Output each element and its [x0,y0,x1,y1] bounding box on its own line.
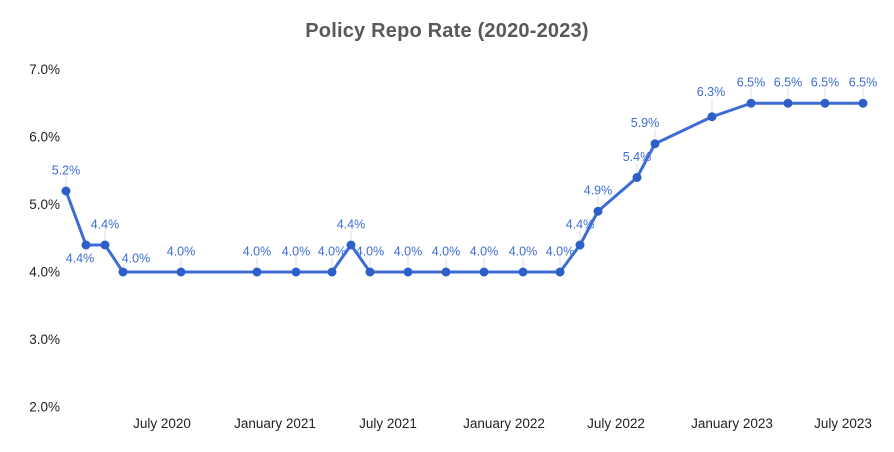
data-point-label: 4.0% [243,244,272,258]
data-point-label: 4.0% [167,244,196,258]
data-point-marker [518,267,528,277]
data-point-marker [365,267,375,277]
data-point-label: 5.9% [631,116,660,130]
data-point-marker [555,267,565,277]
x-axis-tick-label: July 2022 [587,416,645,431]
data-point-label: 5.4% [623,150,652,164]
y-axis-tick-label: 4.0% [29,265,60,280]
data-point-label: 4.4% [91,217,120,231]
data-point-label: 6.5% [849,76,878,90]
data-point-marker [707,112,717,122]
y-axis-tick-label: 6.0% [29,130,60,145]
y-axis-tick-label: 7.0% [29,62,60,77]
chart-title: Policy Repo Rate (2020-2023) [305,20,589,42]
x-axis-tick-label: January 2021 [234,416,316,431]
data-point-label: 4.9% [584,184,613,198]
y-axis-tick-label: 2.0% [29,400,60,415]
repo-rate-series-line [64,101,865,274]
data-point-marker [252,267,262,277]
data-point-label: 4.0% [432,244,461,258]
data-point-marker [118,267,128,277]
data-point-label: 4.0% [282,244,311,258]
x-axis-tick-label: January 2023 [691,416,773,431]
data-point-label: 4.0% [394,244,423,258]
data-point-label: 4.0% [509,244,538,258]
data-point-label: 6.5% [737,76,766,90]
data-point-label: 4.0% [356,244,385,258]
data-point-marker [346,240,356,250]
x-axis-tick-label: January 2022 [463,416,545,431]
data-point-label: 6.3% [697,85,726,99]
data-point-marker [575,240,585,250]
data-point-marker [61,186,71,196]
data-point-marker [858,98,868,108]
data-point-marker [783,98,793,108]
x-axis-tick-label: July 2020 [133,416,191,431]
data-point-marker [403,267,413,277]
data-point-label: 4.4% [566,217,595,231]
data-point-marker [632,173,642,182]
x-axis-tick-label: July 2021 [359,416,417,431]
data-point-marker [81,240,91,250]
data-point-marker [176,267,186,277]
y-axis-tick-label: 5.0% [29,197,60,212]
data-point-label: 6.5% [774,76,803,90]
data-point-marker [479,267,489,277]
data-point-label: 4.0% [470,244,499,258]
y-axis-tick-label: 3.0% [29,332,60,347]
data-point-marker [593,206,603,216]
data-point-marker [650,139,660,149]
data-point-marker [291,267,301,277]
data-point-marker [441,267,451,277]
data-point-label: 4.0% [122,251,151,265]
data-point-label: 4.4% [66,251,95,265]
data-point-label: 5.2% [52,163,81,177]
data-point-label: 4.0% [546,244,575,258]
x-axis-tick-label: July 2023 [814,416,872,431]
data-point-label: 4.0% [318,244,347,258]
data-point-label: 6.5% [811,76,840,90]
data-point-label: 4.4% [337,217,366,231]
data-point-marker [820,98,830,108]
data-point-marker [327,267,337,277]
data-point-marker [100,240,110,250]
data-point-marker [746,98,756,108]
